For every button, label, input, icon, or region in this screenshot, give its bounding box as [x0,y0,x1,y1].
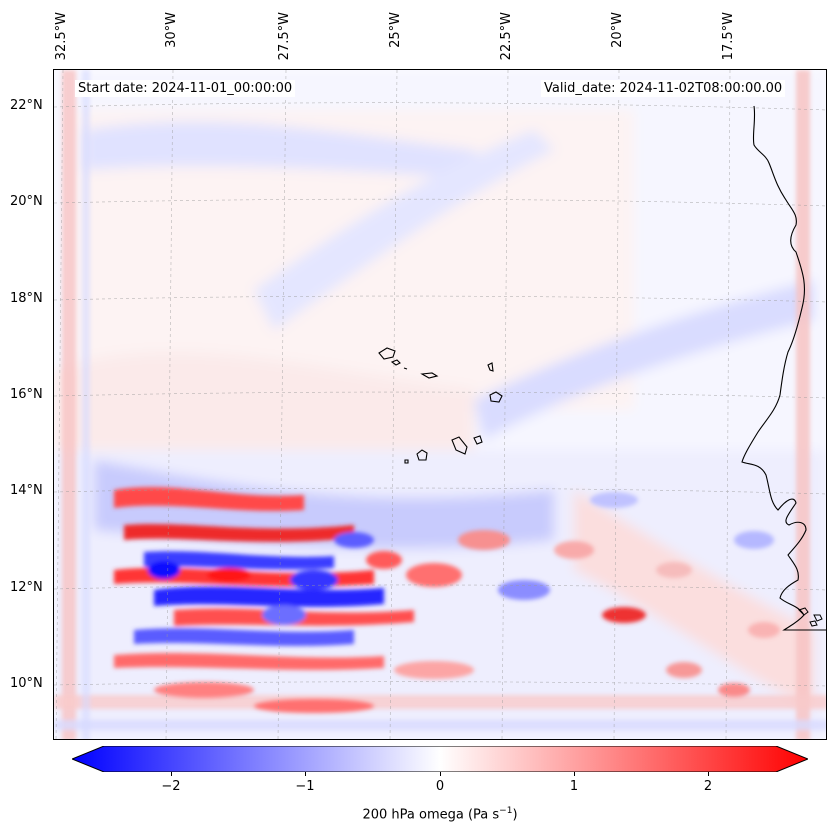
lon-label-22-5w: 22.5°W [499,12,514,61]
lat-label-10n: 10°N [10,676,43,691]
cb-tick-mark-2 [708,772,709,776]
lon-label-17-5w: 17.5°W [721,12,736,61]
lon-label-32-5w: 32.5°W [54,12,69,61]
start-date-label: Start date: 2024-11-01_00:00:00 [75,80,296,97]
bijagos-islands [798,607,823,627]
cb-tick-mark-0 [440,772,441,776]
cape-verde-islands [378,347,503,464]
boundary-artifacts [54,70,826,739]
cb-tick-2: 2 [703,779,713,794]
map-panel [53,69,827,740]
colorbar [72,746,808,772]
cb-tick-neg1: −1 [295,779,315,794]
colorbar-gradient [72,746,808,772]
cb-tick-mark-neg2 [171,772,172,776]
lat-label-14n: 14°N [10,483,43,498]
africa-coastline [741,105,826,631]
cb-tick-1: 1 [569,779,579,794]
lat-label-18n: 18°N [10,291,43,306]
lat-label-12n: 12°N [10,580,43,595]
omega-field [54,70,826,739]
lon-label-27-5w: 27.5°W [277,12,292,61]
eastern-features [590,492,780,697]
valid-date-label: Valid_date: 2024-11-02T08:00:00.00 [541,80,786,97]
lon-label-30w: 30°W [164,12,179,48]
cb-tick-neg2: −2 [161,779,181,794]
lat-label-22n: 22°N [10,98,43,113]
lat-label-16n: 16°N [10,387,43,402]
lat-label-20n: 20°N [10,194,43,209]
lon-label-20w: 20°W [610,12,625,48]
lon-label-25w: 25°W [388,12,403,48]
graticule [54,70,826,739]
cb-tick-0: 0 [435,779,445,794]
cb-tick-mark-1 [574,772,575,776]
cb-tick-mark-neg1 [305,772,306,776]
colorbar-label: 200 hPa omega (Pa s−1) [362,806,518,823]
